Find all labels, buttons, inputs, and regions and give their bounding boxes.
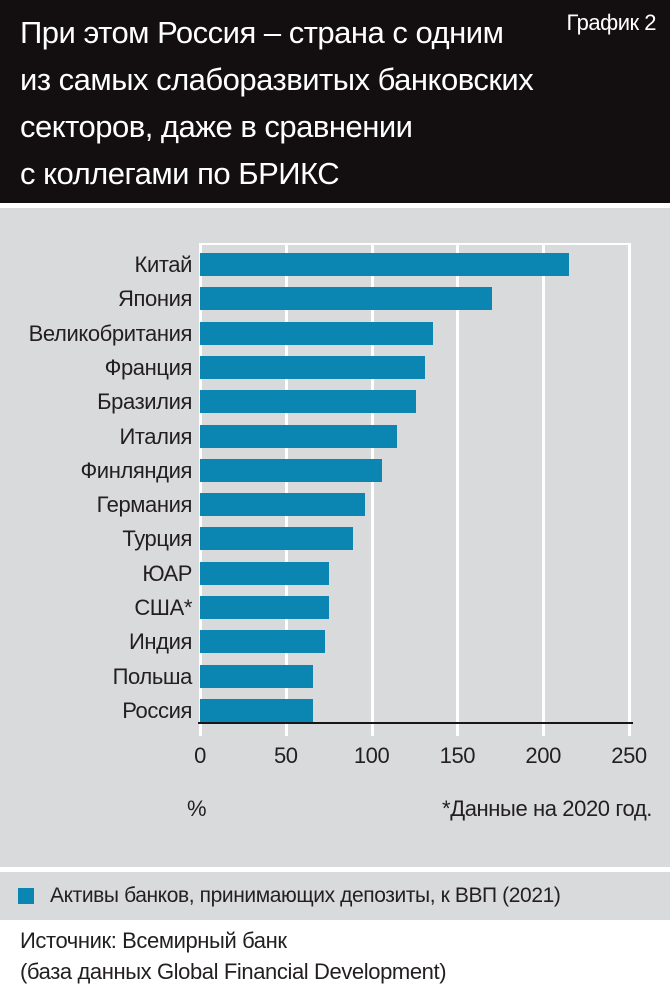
title-line-4: с коллегами по БРИКС: [20, 156, 340, 191]
bar: [200, 527, 353, 551]
chart-panel: Китай Япония Великобритания Франция Бразилия…: [0, 208, 670, 867]
bar: [200, 424, 397, 448]
bar: [200, 698, 313, 722]
bar-label: Финляндия: [80, 457, 192, 483]
bar-label: Бразилия: [97, 389, 192, 415]
bar: [200, 596, 329, 619]
bar: [200, 630, 325, 654]
bar-label: США*: [134, 595, 192, 620]
chart-title: При этом Россия – страна с одним из самы…: [20, 9, 560, 197]
bar-label: Германия: [96, 492, 193, 518]
gridline: [370, 243, 374, 722]
legend-swatch-icon: [18, 888, 34, 904]
chart-number-badge: График 2: [566, 10, 656, 35]
gridline: [542, 243, 546, 722]
source-line-2: (база данных Global Financial Developmen…: [20, 959, 447, 984]
x-axis-tick: [284, 724, 288, 736]
x-tick-label: 50: [273, 743, 298, 768]
data-footnote: *Данные на 2020 год.: [442, 796, 652, 821]
bar: [200, 390, 416, 414]
bar-label: Япония: [118, 286, 192, 312]
bar-label: Россия: [122, 697, 192, 723]
source-line-1: Источник: Всемирный банк: [20, 928, 287, 953]
x-axis-tick: [456, 724, 460, 736]
x-axis-tick: [628, 724, 631, 736]
plot-top-border: [200, 243, 631, 245]
title-line-1: При этом Россия – страна с одним: [20, 15, 504, 50]
source-note: Источник: Всемирный банк (база данных Gl…: [20, 925, 650, 987]
bar-label: Великобритания: [28, 320, 193, 346]
bar: [200, 458, 382, 482]
x-axis-tick: [199, 724, 202, 736]
bar-label: ЮАР: [142, 560, 192, 586]
header: При этом Россия – страна с одним из самы…: [0, 0, 670, 203]
bar: [200, 253, 569, 276]
bar: [200, 287, 492, 311]
bar: [200, 355, 425, 379]
bar: [200, 664, 313, 688]
bar-label: Турция: [122, 526, 192, 552]
bar: [200, 493, 365, 517]
gridline: [284, 243, 288, 722]
gridline: [456, 243, 460, 722]
bar-label: Польша: [112, 663, 193, 689]
bar-label: Франция: [104, 354, 193, 380]
x-tick-label: 200: [525, 743, 561, 768]
x-axis-unit-label: %: [187, 796, 207, 821]
x-tick-label: 250: [611, 743, 647, 768]
x-tick-label: 0: [194, 743, 206, 768]
x-axis-line: [198, 722, 633, 724]
title-line-3: секторов, даже в сравнении: [20, 109, 413, 144]
bar-label: Италия: [119, 423, 192, 449]
bar: [200, 561, 329, 585]
x-tick-label: 100: [353, 743, 390, 768]
x-axis-tick: [542, 724, 546, 736]
bar-label: Индия: [128, 629, 192, 655]
legend-label: Активы банков, принимающих депозиты, к В…: [50, 884, 561, 907]
legend: Активы банков, принимающих депозиты, к В…: [0, 872, 670, 920]
gridline: [628, 243, 631, 722]
x-tick-label: 150: [439, 743, 476, 768]
title-line-2: из самых слаборазвитых банковских: [20, 62, 534, 97]
gridline: [199, 243, 202, 722]
x-axis-tick: [370, 724, 374, 736]
bar: [200, 321, 433, 345]
bar-label: Китай: [134, 252, 193, 277]
